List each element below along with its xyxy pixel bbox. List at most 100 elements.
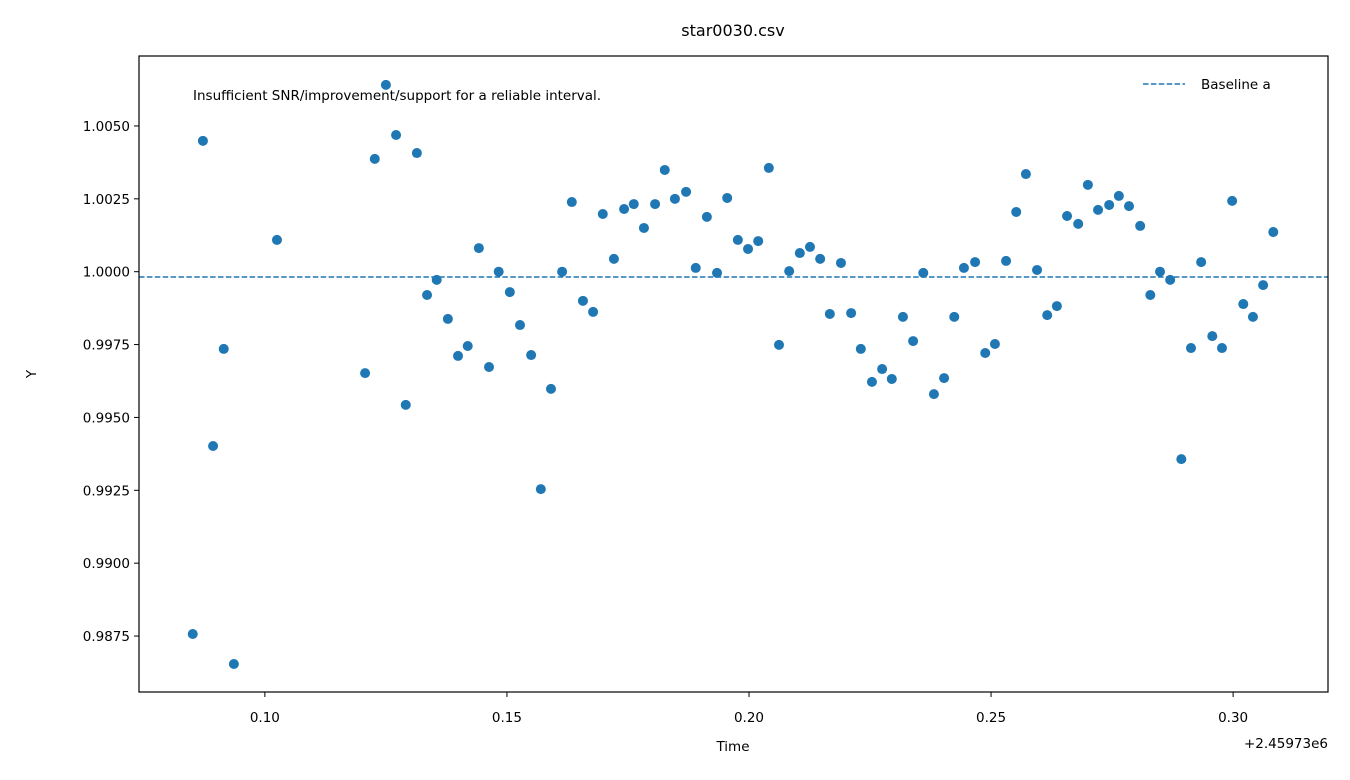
- data-point: [970, 257, 981, 268]
- data-point: [1124, 201, 1135, 212]
- data-point: [701, 211, 712, 222]
- data-point: [908, 336, 919, 347]
- data-point: [535, 484, 546, 495]
- x-tick-label: 0.15: [492, 710, 522, 726]
- y-axis-label: Y: [24, 369, 40, 379]
- data-point: [824, 308, 835, 319]
- y-tick-label: 1.0050: [83, 119, 130, 135]
- data-point: [1145, 290, 1156, 301]
- y-tick-label: 0.9950: [83, 410, 130, 426]
- data-point: [835, 257, 846, 268]
- data-point: [877, 364, 888, 375]
- data-point: [794, 248, 805, 259]
- data-point: [1155, 266, 1166, 277]
- data-point: [360, 368, 371, 379]
- data-point: [638, 222, 649, 233]
- data-point: [597, 208, 608, 219]
- data-point: [722, 192, 733, 203]
- data-point: [918, 267, 929, 278]
- data-point: [846, 308, 857, 319]
- y-tick-label: 1.0025: [83, 192, 130, 208]
- data-point: [949, 311, 960, 322]
- y-tick-label: 0.9975: [83, 338, 130, 354]
- data-point: [493, 266, 504, 277]
- annotation: Insufficient SNR/improvement/support for…: [193, 88, 601, 104]
- data-point: [484, 362, 495, 373]
- data-point: [453, 350, 464, 361]
- data-point: [271, 234, 282, 245]
- data-point: [228, 659, 239, 670]
- data-point: [1185, 343, 1196, 354]
- data-point: [1207, 331, 1218, 342]
- data-point: [462, 341, 473, 352]
- y-tick-label: 0.9900: [83, 556, 130, 572]
- data-point: [442, 313, 453, 324]
- data-point: [1227, 195, 1238, 206]
- chart-title: star0030.csv: [681, 21, 784, 40]
- data-point: [958, 262, 969, 273]
- x-tick-label: 0.20: [734, 710, 764, 726]
- data-point: [1135, 220, 1146, 231]
- data-point: [784, 266, 795, 277]
- legend-label: Baseline a: [1201, 77, 1271, 93]
- data-point: [1196, 257, 1207, 268]
- data-point: [391, 129, 402, 140]
- data-point: [989, 338, 1000, 349]
- data-point: [804, 241, 815, 252]
- data-point: [400, 399, 411, 410]
- data-point: [1093, 204, 1104, 215]
- data-point: [1165, 274, 1176, 285]
- y-tick-label: 1.0000: [83, 265, 130, 281]
- data-point: [1238, 299, 1249, 310]
- data-point: [743, 243, 754, 254]
- data-point: [669, 193, 680, 204]
- data-point: [504, 287, 515, 298]
- data-point: [588, 306, 599, 317]
- data-point: [422, 290, 433, 301]
- data-point: [619, 204, 630, 215]
- data-point: [1104, 199, 1115, 210]
- data-point: [608, 253, 619, 264]
- data-point: [886, 373, 897, 384]
- data-point: [431, 274, 442, 285]
- data-point: [1082, 179, 1093, 190]
- y-tick-label: 0.9925: [83, 483, 130, 499]
- data-point: [197, 135, 208, 146]
- data-point: [1032, 264, 1043, 275]
- data-point: [1176, 454, 1187, 465]
- data-point: [515, 320, 526, 331]
- data-point: [712, 267, 723, 278]
- data-point: [526, 350, 537, 361]
- x-tick-label: 0.10: [250, 710, 280, 726]
- data-point: [928, 389, 939, 400]
- data-point: [1051, 301, 1062, 312]
- x-tick-label: 0.25: [976, 710, 1006, 726]
- data-point: [681, 186, 692, 197]
- data-point: [1011, 206, 1022, 217]
- data-point: [208, 440, 219, 451]
- data-point: [1062, 211, 1073, 222]
- data-point: [473, 243, 484, 254]
- data-point: [1042, 310, 1053, 321]
- data-point: [753, 236, 764, 247]
- data-point: [650, 199, 661, 210]
- data-point: [939, 373, 950, 384]
- data-point: [855, 343, 866, 354]
- data-point: [369, 153, 380, 164]
- data-point: [659, 164, 670, 175]
- data-point: [1113, 190, 1124, 201]
- data-point: [545, 383, 556, 394]
- data-point: [218, 343, 229, 354]
- data-point: [980, 348, 991, 359]
- data-point: [187, 628, 198, 639]
- data-point: [897, 311, 908, 322]
- data-point: [557, 266, 568, 277]
- data-point: [566, 197, 577, 208]
- data-point: [628, 199, 639, 210]
- x-offset-label: +2.45973e6: [1244, 736, 1328, 752]
- data-point: [732, 234, 743, 245]
- data-point: [1247, 311, 1258, 322]
- data-point: [1020, 169, 1031, 180]
- data-point: [1268, 227, 1279, 238]
